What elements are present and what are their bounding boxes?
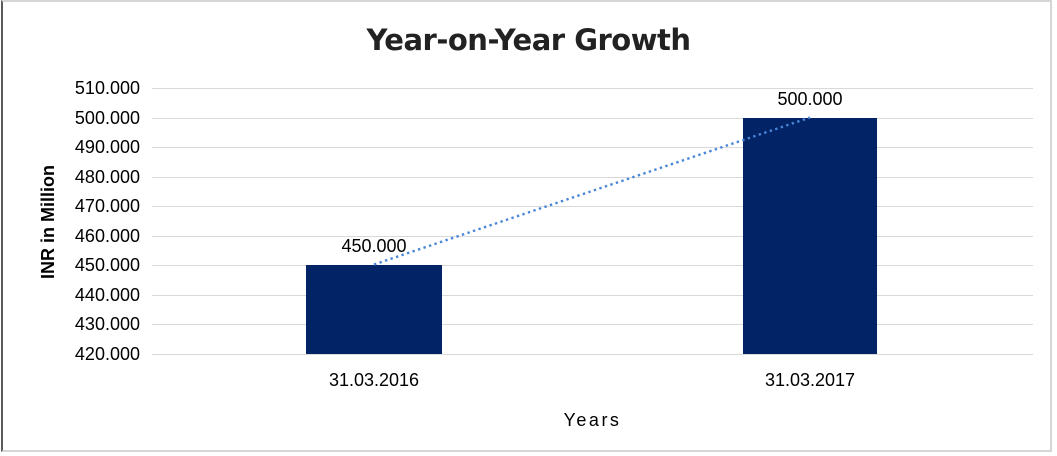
y-tick-label: 470.000 <box>74 196 140 216</box>
gridline <box>152 147 1033 148</box>
bar-2016 <box>306 265 442 354</box>
gridline <box>152 117 1033 119</box>
gridline <box>152 176 1033 178</box>
y-tick-label: 510.000 <box>74 78 140 98</box>
x-axis-title: Years <box>563 410 622 430</box>
gridline <box>152 294 1033 296</box>
plot-area <box>152 88 1033 355</box>
y-tick-label: 490.000 <box>74 137 140 157</box>
gridline <box>152 265 1033 266</box>
gridline <box>152 324 1033 325</box>
y-tick-label: 480.000 <box>74 166 140 187</box>
x-tick-label-2016: 31.03.2016 <box>328 370 420 390</box>
y-tick-label: 450.000 <box>74 255 140 275</box>
y-tick-label: 440.000 <box>74 284 140 305</box>
gridline <box>152 206 1033 207</box>
gridline <box>152 88 1033 89</box>
bar-2017 <box>743 117 877 354</box>
y-tick-label: 430.000 <box>74 314 140 334</box>
data-label-2017: 500.000 <box>777 89 843 109</box>
y-tick-label: 460.000 <box>74 225 140 246</box>
y-tick-label: 500.000 <box>74 107 140 128</box>
chart-title: Year-on-Year Growth <box>366 23 691 57</box>
gridline <box>152 235 1033 237</box>
x-tick-label-2017: 31.03.2017 <box>764 370 856 390</box>
y-tick-label: 420.000 <box>74 343 140 364</box>
data-label-2016: 450.000 <box>341 236 407 256</box>
gridline <box>152 353 1033 355</box>
